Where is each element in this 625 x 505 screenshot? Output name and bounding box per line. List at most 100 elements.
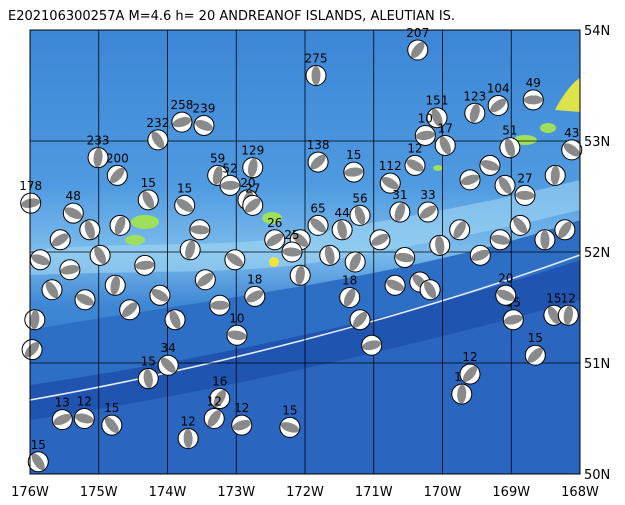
beachball-compression	[24, 342, 40, 358]
beachball-compression	[114, 216, 126, 235]
beachball-compression	[515, 190, 535, 200]
beachball	[495, 284, 517, 306]
beachball	[73, 408, 95, 429]
beachball-compression	[151, 131, 165, 149]
beachball-compression	[226, 253, 244, 267]
beachball	[179, 239, 201, 261]
beachball	[209, 294, 231, 316]
depth-label: 15	[346, 148, 361, 162]
beachball-compression	[292, 232, 308, 247]
beachball	[429, 234, 451, 256]
beachball-compression	[462, 366, 478, 382]
beachball	[147, 129, 169, 151]
beachball-compression	[352, 311, 368, 328]
lat-label: 52N	[584, 246, 610, 261]
beachball	[231, 414, 253, 436]
depth-label: 33	[420, 188, 435, 202]
beachball-compression	[523, 95, 543, 105]
beachball	[464, 102, 486, 124]
beachball	[494, 174, 516, 196]
beachball-compression	[435, 235, 445, 255]
beachball	[177, 427, 199, 449]
depth-label: 16	[212, 375, 227, 389]
depth-label: 10	[229, 311, 244, 325]
beachball-compression	[282, 247, 302, 257]
beachball-compression	[45, 281, 59, 299]
beachball	[59, 259, 81, 281]
beachball-compression	[220, 180, 240, 190]
beachball	[305, 65, 327, 87]
lon-label: 168W	[561, 485, 599, 500]
beachball-compression	[310, 218, 326, 233]
beachball	[106, 164, 128, 186]
beachball	[419, 279, 441, 301]
beachball	[349, 309, 371, 331]
beachball	[554, 219, 576, 241]
beachball-compression	[513, 217, 528, 234]
beachball-compression	[280, 422, 299, 433]
beachball-compression	[232, 419, 251, 431]
beachball	[87, 147, 109, 169]
depth-label: 52	[222, 161, 237, 175]
beachball-compression	[169, 310, 181, 329]
map-frame	[29, 29, 581, 475]
depth-label: 44	[334, 206, 349, 220]
beachball	[101, 414, 123, 436]
beachball	[219, 174, 241, 196]
depth-label: 12	[180, 414, 195, 428]
beachball-compression	[84, 220, 95, 239]
beachball	[407, 39, 429, 61]
beachball	[41, 279, 63, 301]
beachball	[331, 219, 353, 241]
depth-label: 112	[379, 159, 402, 173]
depth-label: 12	[77, 395, 92, 409]
beachball-compression	[496, 289, 515, 301]
lon-label: 171W	[355, 485, 393, 500]
beachball	[104, 274, 126, 296]
beachball	[417, 201, 439, 223]
beachball-compression	[246, 290, 264, 303]
depth-label: 59	[210, 151, 225, 165]
beachball-compression	[311, 66, 321, 86]
depth-label: 15	[141, 176, 156, 190]
beachball	[24, 309, 46, 331]
beachball-compression	[439, 136, 451, 155]
depth-label: 51	[502, 124, 517, 138]
beachball-compression	[550, 165, 560, 185]
beachball	[479, 154, 501, 176]
beachball-compression	[190, 225, 210, 235]
beachball	[134, 254, 156, 276]
beachball	[137, 189, 159, 211]
beachball	[459, 363, 481, 385]
beachball-compression	[490, 234, 510, 245]
beachball	[20, 192, 42, 214]
beachball-compression	[160, 357, 176, 373]
beachball-compression	[53, 414, 72, 426]
beachball-compression	[31, 453, 45, 471]
lon-label: 173W	[217, 485, 255, 500]
depth-label: 65	[310, 201, 325, 215]
beachball	[242, 194, 264, 216]
beachball	[307, 151, 329, 173]
depth-label: 233	[87, 134, 110, 148]
depth-label: 10	[418, 111, 433, 125]
beachball-compression	[424, 281, 437, 299]
lon-label: 169W	[492, 485, 530, 500]
depth-label: 43	[564, 126, 579, 140]
beachball-compression	[563, 143, 580, 157]
beachball-compression	[460, 174, 480, 186]
beachball	[319, 244, 341, 266]
depth-label: 239	[192, 101, 215, 115]
beachball-compression	[415, 130, 435, 141]
depth-label: 138	[307, 138, 330, 152]
beachball	[426, 107, 448, 129]
depth-label: 13	[55, 396, 70, 410]
beachball	[514, 184, 536, 206]
beachball	[307, 214, 329, 236]
beachball	[487, 94, 509, 116]
depth-label: 178	[19, 179, 42, 193]
beachball-compression	[227, 330, 247, 340]
beachball	[49, 229, 71, 251]
beachball	[119, 299, 141, 321]
beachball	[279, 416, 301, 438]
